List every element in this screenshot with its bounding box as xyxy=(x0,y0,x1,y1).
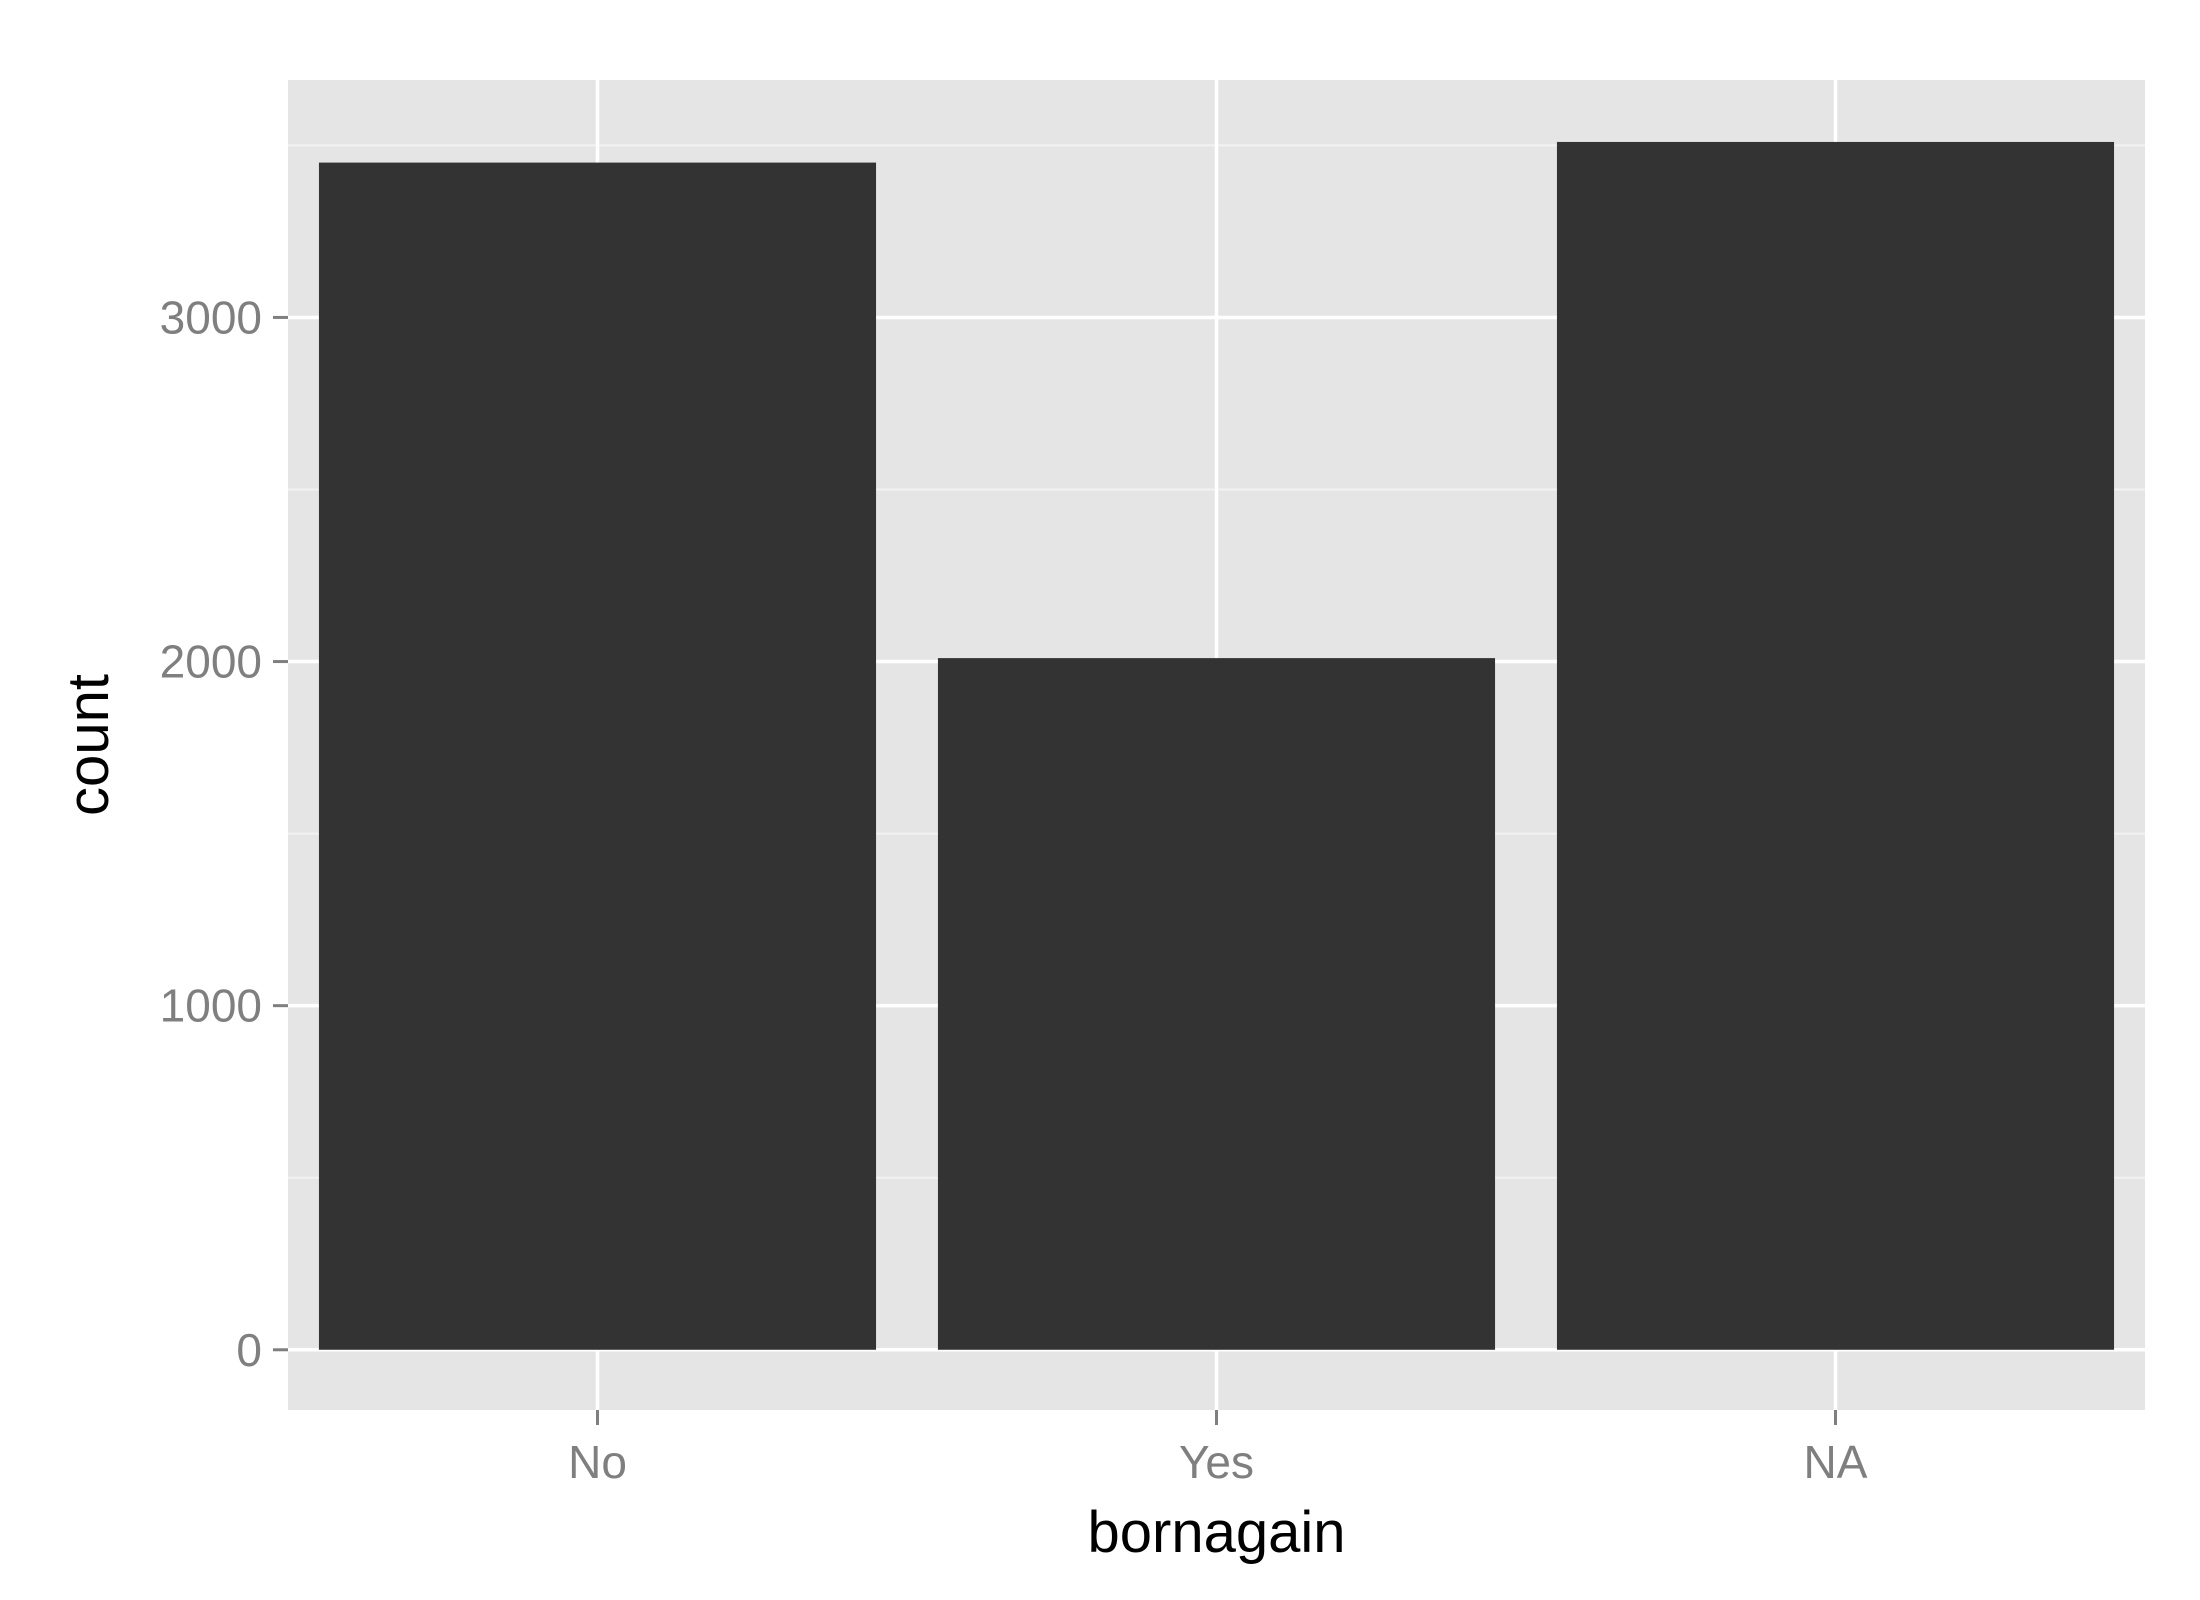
y-tick-label: 2000 xyxy=(160,636,262,688)
y-tick-label: 1000 xyxy=(160,980,262,1032)
bar-no xyxy=(318,162,877,1350)
bar-na xyxy=(1556,141,2115,1350)
x-axis-title: bornagain xyxy=(1088,1500,1346,1565)
y-axis: 0 1000 2000 3000 xyxy=(160,291,288,1376)
y-tick-label: 3000 xyxy=(160,291,262,343)
x-axis: No Yes NA xyxy=(568,1410,1868,1488)
x-tick-label: No xyxy=(568,1436,627,1488)
y-axis-title: count xyxy=(56,674,121,816)
x-tick-label: Yes xyxy=(1179,1436,1254,1488)
bars xyxy=(318,141,2115,1350)
y-tick-label: 0 xyxy=(236,1324,262,1376)
x-tick-label: NA xyxy=(1804,1436,1868,1488)
bar-yes xyxy=(937,658,1496,1350)
